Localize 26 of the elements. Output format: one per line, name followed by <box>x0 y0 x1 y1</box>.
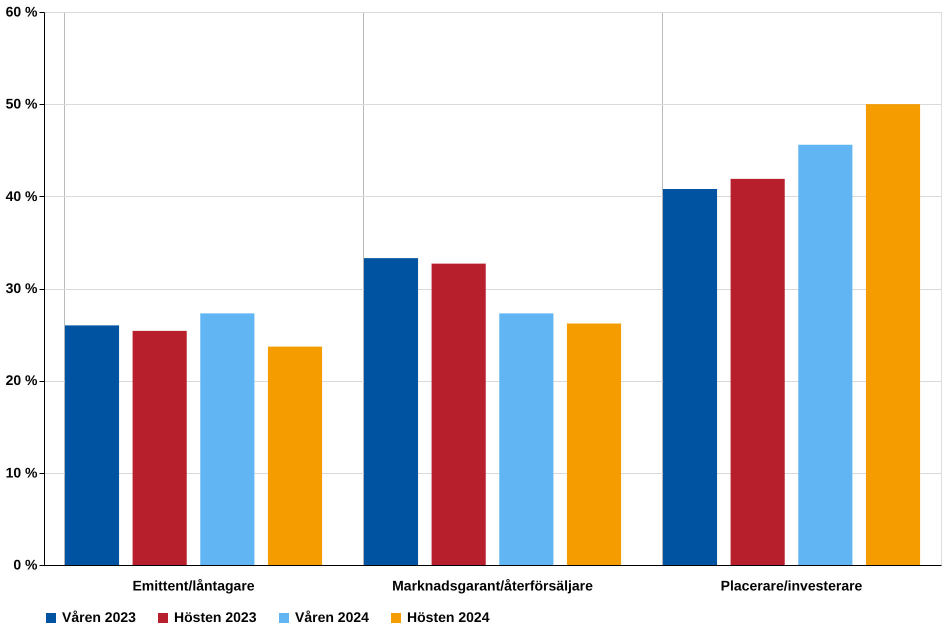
bar <box>364 258 418 565</box>
legend-label: Hösten 2024 <box>407 609 490 625</box>
bar <box>730 178 785 565</box>
y-tick-label: 30 % <box>6 280 38 296</box>
x-tick-label: Placerare/investerare <box>720 578 863 594</box>
bar <box>499 313 554 565</box>
bar <box>432 264 486 565</box>
bar <box>798 144 852 565</box>
bar <box>132 330 187 565</box>
bar <box>200 313 254 565</box>
y-tick-label: 0 % <box>13 556 38 572</box>
x-tick-label: Marknadsgarant/återförsäljare <box>392 578 594 594</box>
legend-label: Våren 2023 <box>62 609 136 625</box>
y-tick-label: 60 % <box>6 4 38 20</box>
x-tick-label: Emittent/låntagare <box>132 578 255 594</box>
bar <box>662 188 718 565</box>
y-tick-label: 40 % <box>6 188 38 204</box>
bar <box>64 325 120 565</box>
legend-label: Våren 2024 <box>295 609 370 625</box>
bar <box>866 104 920 565</box>
y-tick-label: 10 % <box>6 464 38 480</box>
y-tick-label: 50 % <box>6 96 38 112</box>
y-tick-label: 20 % <box>6 372 38 388</box>
bar <box>566 324 622 565</box>
bar <box>268 346 322 565</box>
legend-label: Hösten 2023 <box>174 609 257 625</box>
